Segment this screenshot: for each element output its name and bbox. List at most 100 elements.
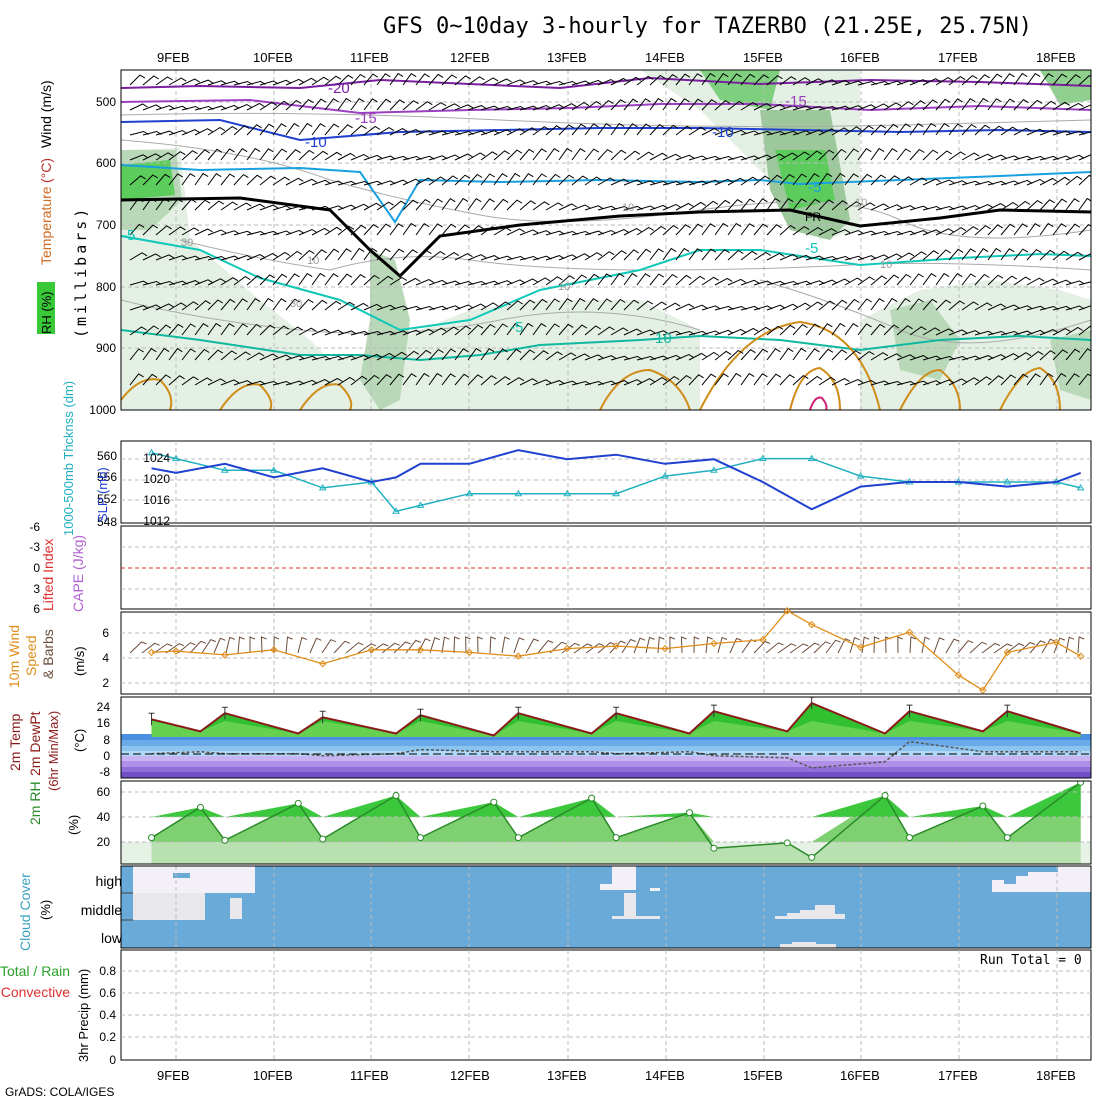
wind-barb [805, 198, 821, 211]
wind-barb [805, 78, 824, 86]
surface-wind-barb [405, 639, 421, 654]
rh-point [783, 839, 791, 847]
surface-wind-barb [477, 636, 483, 654]
wind-barb [389, 373, 405, 386]
wind-barb [675, 98, 690, 111]
temp-minmax-marker [148, 712, 155, 726]
wind-speed-point [563, 644, 571, 653]
wind-barb [220, 323, 235, 336]
wind-barb [363, 125, 381, 136]
wind-barb [714, 222, 729, 236]
wind-barb [181, 150, 198, 161]
wind-barb [363, 98, 378, 111]
wind-barb [649, 377, 668, 386]
wind-barb [207, 349, 224, 361]
wind-barb [935, 228, 954, 236]
wind-barb [974, 97, 989, 111]
pressure-tick: 800 [96, 280, 116, 294]
surface-wind-barb [597, 642, 616, 654]
wind-barb [142, 197, 157, 211]
wind-barb [935, 249, 952, 261]
wind-barb [662, 124, 679, 136]
wind-speed-point [270, 646, 278, 654]
thickness-tick: 548 [97, 515, 117, 529]
wind-barb [298, 99, 314, 111]
thickness-point [612, 489, 620, 497]
surface-wind-barb [921, 636, 931, 654]
wind-barb [753, 326, 771, 336]
wind-barb [129, 252, 148, 261]
wind-barb [922, 149, 939, 161]
wind-speed-point [661, 644, 669, 653]
wind-barb [428, 372, 443, 386]
surface-wind-barb [465, 636, 471, 654]
surface-wind-barb [537, 639, 554, 654]
wind-barb [220, 125, 238, 136]
surface-wind-barb [165, 643, 185, 654]
wind-barb [259, 324, 276, 336]
surface-wind-barb [993, 643, 1013, 654]
thickness-point [661, 472, 669, 479]
wind-barb [389, 200, 407, 211]
wind-barb [610, 99, 626, 111]
wind-barb [948, 248, 964, 261]
wind-barb [779, 347, 794, 361]
wind-barb [636, 98, 651, 111]
wind-barb [675, 354, 695, 361]
wind-barb [753, 74, 769, 86]
bottom-date-label: 12FEB [450, 1068, 490, 1083]
wind-barb [1065, 74, 1081, 86]
wind-barb [571, 148, 586, 161]
wind-barb [597, 123, 612, 136]
run-total: Run Total = 0 [980, 953, 1082, 968]
surface-wind-barb [680, 636, 687, 654]
wind-barb [623, 379, 643, 386]
wind-barb [233, 173, 249, 186]
wind-barb [285, 298, 301, 311]
wind-barb [818, 199, 834, 211]
cloud-level-high: high [96, 873, 122, 889]
wind-barb [1065, 348, 1081, 361]
wind-barb [350, 98, 365, 111]
wind-barb [194, 79, 214, 86]
rh-label: 10 [307, 255, 319, 267]
wind-barb [493, 301, 511, 311]
wind-barb [233, 202, 252, 211]
rh-axis-label: RH (%) [39, 291, 54, 334]
wind-barb [1000, 374, 1017, 386]
slp-tick: 1024 [143, 451, 170, 465]
wind-barb [753, 175, 771, 186]
wind-barb [181, 323, 196, 336]
wind-barb [623, 76, 642, 86]
wind-barb [480, 173, 495, 186]
wind-barb [753, 198, 768, 211]
wind-barb [857, 202, 876, 211]
wind-barb [623, 249, 639, 261]
wind-barb [376, 201, 394, 211]
wind-barb [207, 173, 222, 186]
wind-barb [857, 230, 877, 236]
rh-tick: 60 [97, 785, 111, 799]
surface-wind-barb [849, 637, 860, 654]
wind-barb [441, 373, 456, 386]
wind-barb [129, 103, 148, 111]
wind-barb [961, 273, 976, 286]
wind-barb [688, 352, 707, 361]
wind-barb [1026, 72, 1041, 86]
wind-barb [142, 75, 159, 86]
wind-barb [1065, 223, 1081, 236]
bottom-date-label: 17FEB [938, 1068, 978, 1083]
wind-barb [974, 124, 991, 136]
rh2m-panel: 60 40 20 2m RH (%) [27, 780, 1092, 865]
wind-barb [272, 123, 287, 136]
wind-barb [454, 373, 470, 386]
wind-barb [740, 176, 758, 186]
wind-barb [402, 73, 417, 86]
wind-barb [363, 374, 380, 386]
wind-barb [753, 373, 768, 386]
rh-point [490, 798, 498, 806]
wind-barb [545, 173, 561, 186]
wind-barb [649, 330, 669, 336]
wind-barb [766, 153, 785, 161]
wind-speed-point [783, 607, 791, 615]
